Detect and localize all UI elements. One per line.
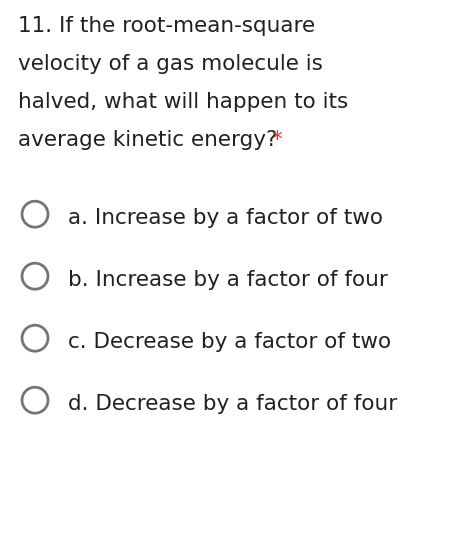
Text: average kinetic energy?: average kinetic energy? — [18, 130, 283, 150]
Text: 11. If the root-mean-square: 11. If the root-mean-square — [18, 16, 314, 36]
Text: b. Increase by a factor of four: b. Increase by a factor of four — [68, 270, 387, 290]
Text: c. Decrease by a factor of two: c. Decrease by a factor of two — [68, 332, 390, 352]
Text: *: * — [270, 130, 281, 150]
Text: a. Increase by a factor of two: a. Increase by a factor of two — [68, 208, 382, 228]
Text: velocity of a gas molecule is: velocity of a gas molecule is — [18, 54, 322, 74]
Text: halved, what will happen to its: halved, what will happen to its — [18, 92, 348, 112]
Text: d. Decrease by a factor of four: d. Decrease by a factor of four — [68, 394, 396, 414]
